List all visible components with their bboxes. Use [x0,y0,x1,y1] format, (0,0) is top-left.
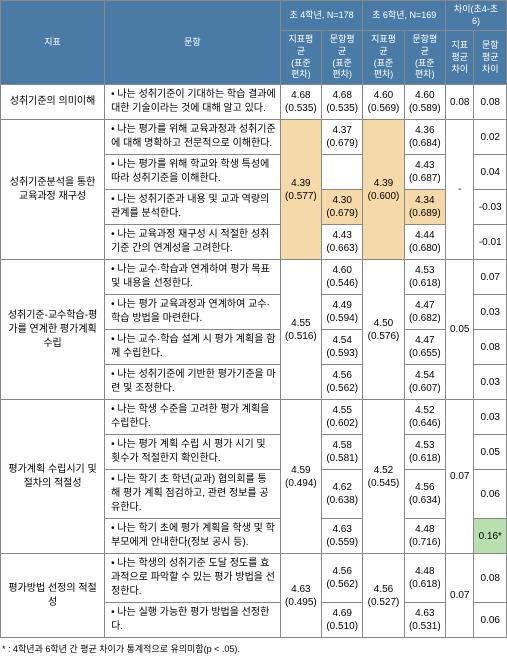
item-text: • 나는 학기 초에 평가 계획을 학생 및 학부모에게 안내한다(정보 공시 … [105,519,281,554]
g6-item-cell: 4.52(0.646) [404,400,445,435]
category-cell: 평가방법 선정의 적절성 [1,554,105,638]
item-diff-cell: 0.02 [474,120,507,155]
table-row: 성취기준분석을 통한 교육과정 재구성• 나는 평가를 위해 교육과정과 성취기… [1,120,507,155]
table-row: 평가방법 선정의 적절성• 나는 학생의 성취기준 도달 정도를 효과적으로 파… [1,554,507,603]
g6-item-cell: 4.53(0.618) [404,435,445,470]
item-diff-cell: 0.08 [474,330,507,365]
item-text: • 나는 교수·학습 설계 시 평가 계획을 함께 수립한다. [105,330,281,365]
item-text: • 나는 교수·학습과 연계하여 평가 목표 및 내용을 선정한다. [105,260,281,295]
table-row: 성취기준-교수학습-평가를 연계한 평가계획 수립• 나는 교수·학습과 연계하… [1,260,507,295]
g6-item-cell: 4.47(0.682) [404,295,445,330]
item-text: • 나는 학생 수준을 고려한 평가 계획을 수립한다. [105,400,281,435]
g4-idx-cell: 4.63(0.495) [280,554,321,638]
value-cell: 4.68(0.535) [280,85,321,120]
g6-idx-cell: 4.39(0.600) [363,120,404,260]
idx-diff-cell: - [445,120,474,260]
g6-item-cell: 4.56(0.634) [404,470,445,519]
item-text: • 나는 성취기준과 내용 및 교과 역량의 관계를 분석한다. [105,190,281,225]
g6-item-cell: 4.63(0.531) [404,603,445,638]
table-row: 성취기준의 의미이해• 나는 성취기준이 기대하는 학습 결과에 대한 기술이라… [1,85,507,120]
g6-idx-cell: 4.50(0.576) [363,260,404,400]
table-row: 평가계획 수립시기 및 절차의 적절성• 나는 학생 수준을 고려한 평가 계획… [1,400,507,435]
g4-item-cell: 4.56(0.562) [322,554,363,603]
item-diff-cell: 0.06 [474,470,507,519]
item-text: • 나는 실행 가능한 평가 방법을 선정한다. [105,603,281,638]
item-diff-cell: 0.16* [474,519,507,554]
g4-idx-cell: 4.55(0.516) [280,260,321,400]
value-cell: 4.68(0.535) [322,85,363,120]
data-table: 지표 문항 초 4학년, N=178 초 6학년, N=169 차이(초4-초6… [0,0,507,638]
g4-item-cell: 4.55(0.602) [322,400,363,435]
item-diff-cell: 0.03 [474,295,507,330]
g6-item-cell: 4.54(0.607) [404,365,445,400]
category-cell: 성취기준-교수학습-평가를 연계한 평가계획 수립 [1,260,105,400]
item-text: • 나는 성취기준이 기대하는 학습 결과에 대한 기술이라는 것에 대해 알고… [105,85,281,120]
item-text: • 나는 성취기준에 기반한 평가기준을 마련 및 조정한다. [105,365,281,400]
g6-item-cell: 4.53(0.618) [404,260,445,295]
idx-diff-cell: 0.07 [445,400,474,554]
g4-item-cell: 4.62(0.638) [322,470,363,519]
g4-item-cell [322,155,363,190]
item-diff-cell: -0.03 [474,190,507,225]
g6-item-cell: 4.47(0.655) [404,330,445,365]
th-g4-item: 문항평균(표준편차) [322,31,363,85]
th-item-diff: 문항평균차이 [474,31,507,85]
g4-item-cell: 4.54(0.593) [322,330,363,365]
category-cell: 성취기준분석을 통한 교육과정 재구성 [1,120,105,260]
item-diff-cell: -0.01 [474,225,507,260]
idx-diff-cell: 0.05 [445,260,474,400]
th-g6-item: 문항평균(표준편차) [404,31,445,85]
g6-item-cell: 4.48(0.618) [404,554,445,603]
item-diff-cell: 0.07 [474,260,507,295]
th-g6-idx: 지표평균(표준편차) [363,31,404,85]
category-cell: 평가계획 수립시기 및 절차의 적절성 [1,400,105,554]
g6-idx-cell: 4.52(0.545) [363,400,404,554]
idx-diff-cell: 0.07 [445,554,474,638]
g6-item-cell: 4.36(0.684) [404,120,445,155]
th-idx-diff: 지표평균차이 [445,31,474,85]
g4-idx-cell: 4.59(0.494) [280,400,321,554]
th-item: 문항 [105,1,281,85]
item-diff-cell: 0.08 [474,554,507,603]
item-text: • 나는 학생의 성취기준 도달 정도를 효과적으로 파악할 수 있는 평가 방… [105,554,281,603]
item-diff-cell: 0.05 [474,435,507,470]
g4-item-cell: 4.56(0.562) [322,365,363,400]
item-text: • 나는 평가 교육과정과 연계하여 교수·학습 방법을 마련한다. [105,295,281,330]
g4-item-cell: 4.49(0.594) [322,295,363,330]
item-diff-cell: 0.06 [474,603,507,638]
value-cell: 4.60(0.589) [404,85,445,120]
item-text: • 나는 평가를 위해 교육과정과 성취기준에 대해 명확하고 전문적으로 이해… [105,120,281,155]
item-text: • 나는 평가 계획 수립 시 평가 시기 및 횟수가 적절한지 확인한다. [105,435,281,470]
th-diff: 차이(초4-초6) [445,1,506,31]
value-cell: 0.08 [445,85,474,120]
g4-item-cell: 4.30(0.679) [322,190,363,225]
th-g6: 초 6학년, N=169 [363,1,446,31]
item-text: • 나는 평가를 위해 학교와 학생 특성에 따라 성취기준을 이해한다. [105,155,281,190]
g4-item-cell: 4.37(0.679) [322,120,363,155]
g6-item-cell: 4.48(0.716) [404,519,445,554]
g6-item-cell: 4.34(0.689) [404,190,445,225]
g4-item-cell: 4.60(0.546) [322,260,363,295]
th-indicator: 지표 [1,1,105,85]
item-diff-cell: 0.04 [474,155,507,190]
g4-item-cell: 4.63(0.559) [322,519,363,554]
g4-item-cell: 4.43(0.663) [322,225,363,260]
g6-idx-cell: 4.56(0.527) [363,554,404,638]
g4-idx-cell: 4.39(0.577) [280,120,321,260]
item-diff-cell: 0.03 [474,365,507,400]
footnote: * : 4학년과 6학년 간 평균 차이가 통계적으로 유의미함(p < .05… [0,638,507,659]
g6-item-cell: 4.43(0.687) [404,155,445,190]
g4-item-cell: 4.69(0.510) [322,603,363,638]
value-cell: 4.60(0.569) [363,85,404,120]
th-g4-idx: 지표평균(표준편차) [280,31,321,85]
item-text: • 나는 교육과정 재구성 시 적절한 성취기준 간의 연계성을 고려한다. [105,225,281,260]
item-text: • 나는 학기 초 학년(교과) 협의회를 통해 평가 계획 점검하고, 관련 … [105,470,281,519]
category-cell: 성취기준의 의미이해 [1,85,105,120]
value-cell: 0.08 [474,85,507,120]
g4-item-cell: 4.58(0.581) [322,435,363,470]
th-g4: 초 4학년, N=178 [280,1,363,31]
item-diff-cell: 0.03 [474,400,507,435]
g6-item-cell: 4.44(0.680) [404,225,445,260]
